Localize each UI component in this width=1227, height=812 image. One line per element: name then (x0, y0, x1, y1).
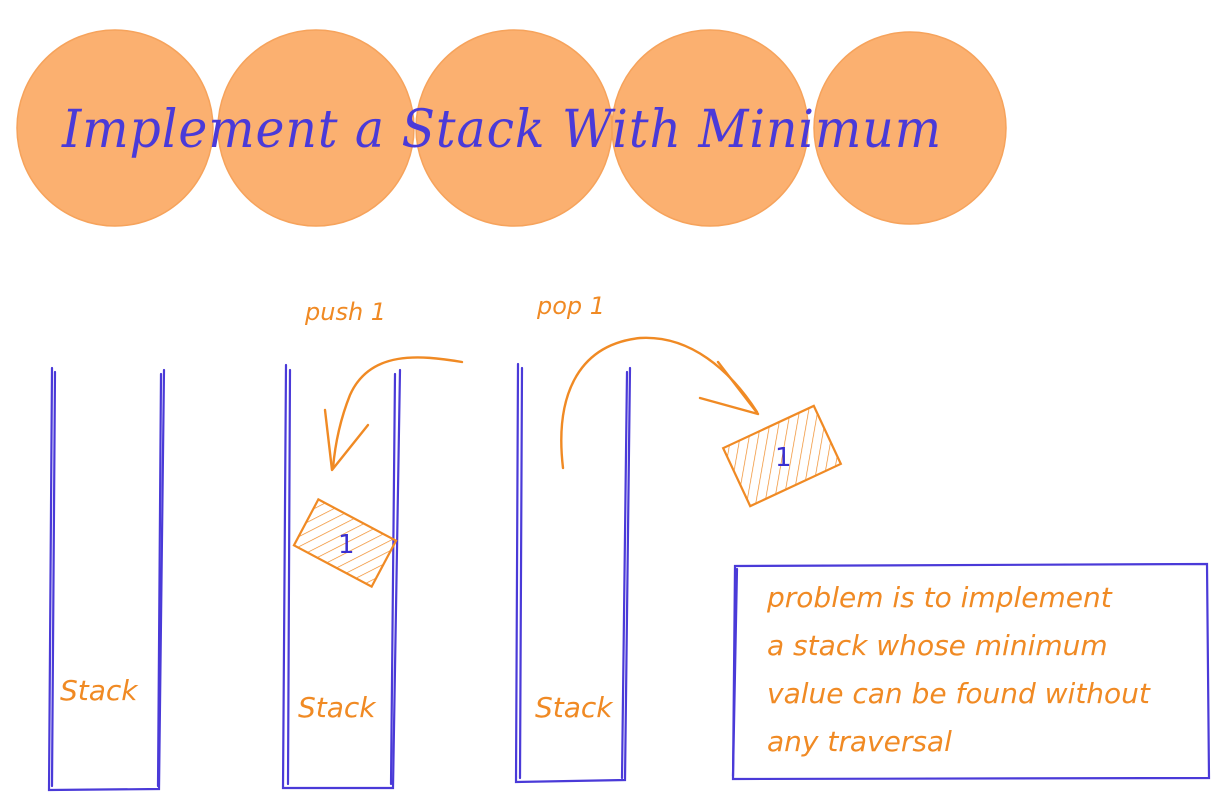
title-circle-1 (16, 29, 214, 227)
pushed-element-value: 1 (338, 530, 355, 560)
stack-push: Stack (281, 363, 402, 790)
page-title: Implement a Stack With Minimum (61, 100, 942, 160)
stack-label: Stack (60, 674, 139, 707)
push-operation: push 1 1 (292, 298, 464, 589)
title-circle-5 (813, 31, 1007, 225)
pushed-element (292, 497, 398, 589)
stack-pop: Stack (514, 362, 632, 784)
note-line-4: any traversal (767, 725, 952, 758)
stack-label: Stack (298, 691, 377, 724)
popped-element (721, 404, 843, 508)
problem-note: problem is to implement a stack whose mi… (731, 562, 1211, 781)
note-line-2: a stack whose minimum (767, 629, 1108, 662)
push-arrow (331, 356, 464, 470)
stack-empty: Stack (47, 366, 166, 792)
title-circle-4 (611, 29, 809, 227)
title-circle-2 (217, 29, 415, 227)
push-label: push 1 (304, 298, 386, 326)
note-line-1: problem is to implement (766, 581, 1113, 614)
popped-element-value: 1 (775, 443, 792, 473)
pop-arrowhead (698, 360, 760, 416)
pop-label: pop 1 (536, 292, 605, 320)
note-line-3: value can be found without (767, 677, 1151, 710)
push-arrowhead (323, 408, 370, 472)
stack-label: Stack (535, 691, 614, 724)
pop-operation: pop 1 1 (536, 292, 843, 508)
title-banner: Implement a Stack With Minimum (16, 29, 1007, 227)
